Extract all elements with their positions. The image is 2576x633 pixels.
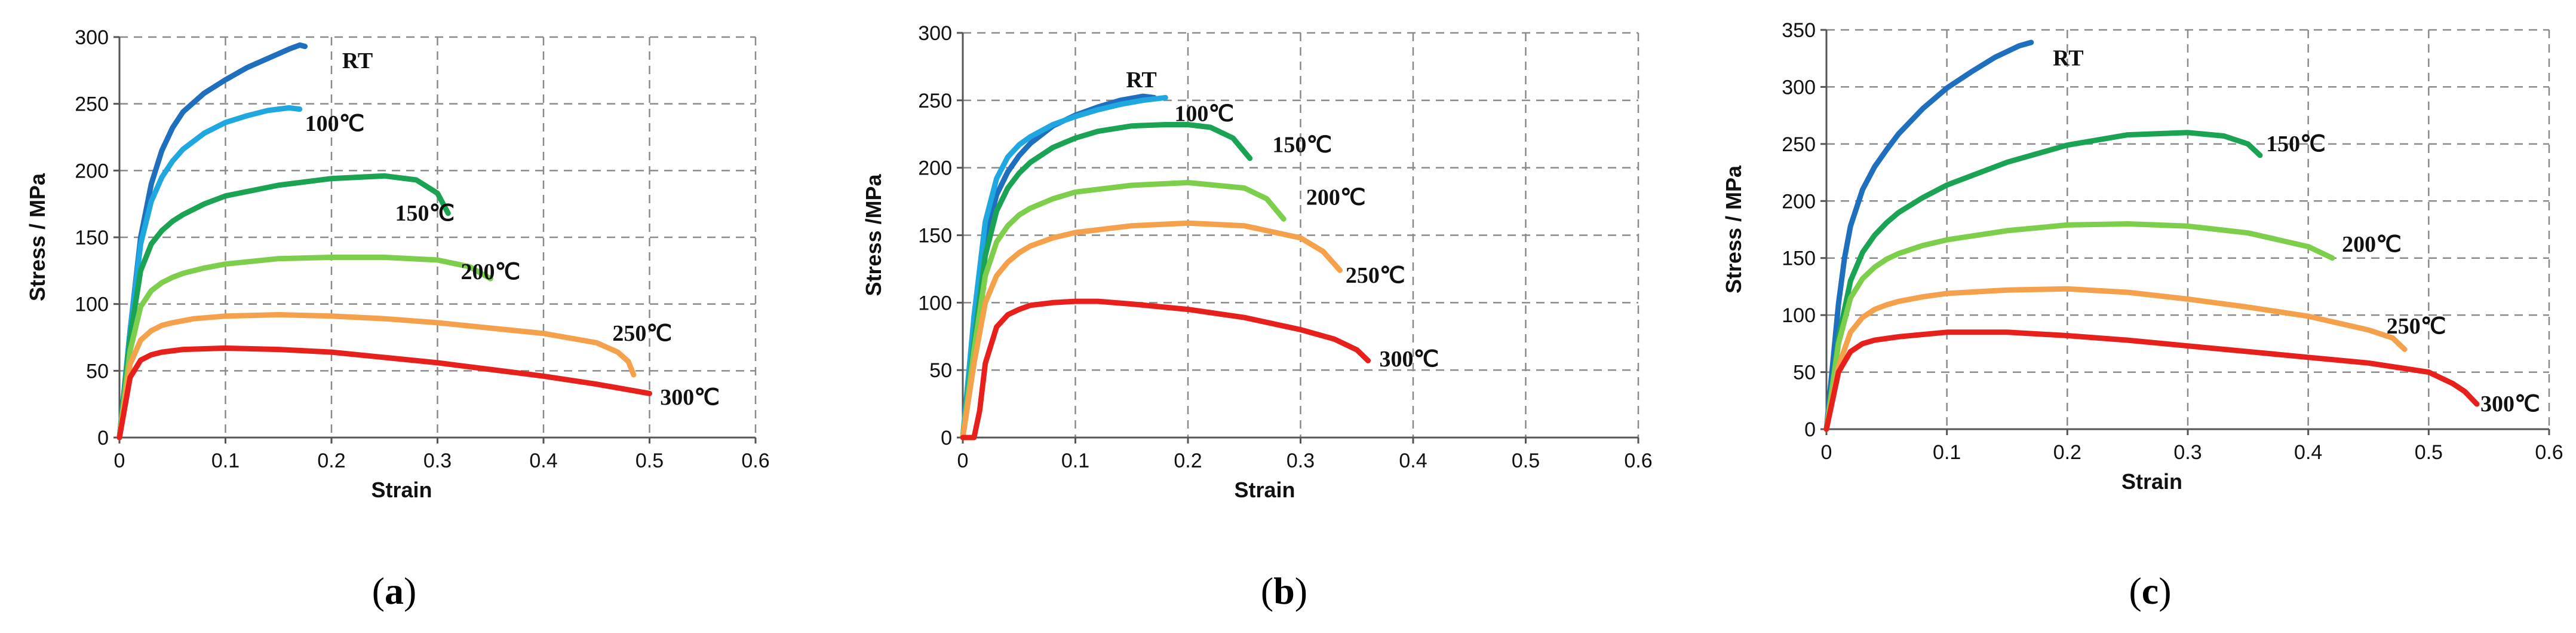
y-tick-label: 100 — [918, 292, 952, 314]
x-tick-label: 0.6 — [2535, 441, 2563, 464]
y-tick-label: 300 — [75, 26, 109, 49]
y-tick-label: 0 — [941, 427, 952, 449]
x-tick-label: 0.5 — [1512, 449, 1540, 472]
series-line-150c — [1823, 130, 2263, 432]
x-tick-label: 0.2 — [2053, 441, 2081, 464]
x-tick-label: 0.6 — [1624, 449, 1652, 472]
series-line-250c — [960, 220, 1343, 441]
y-tick-label: 250 — [918, 90, 952, 112]
series-line-rt — [1823, 39, 2034, 432]
y-axis-title: Stress / MPa — [1721, 165, 1746, 293]
series-label-300c: 300℃ — [2480, 392, 2540, 417]
y-tick-label: 150 — [75, 227, 109, 249]
panel-caption-a: (a) — [372, 570, 417, 612]
series-line-100c — [116, 105, 303, 441]
chart-svg-a: 0 0.1 0.2 0.3 0.4 0.5 0.6 0 50 100 150 200 250 300 Str… — [25, 26, 770, 612]
series-line-200c — [116, 255, 493, 441]
series-label-rt: RT — [1126, 68, 1156, 93]
x-tick-label: 0.3 — [1287, 449, 1315, 472]
x-tick-label: 0 — [1821, 441, 1832, 464]
series-line-100c — [960, 94, 1168, 441]
y-tick-label: 200 — [1782, 190, 1816, 213]
series-line-200c — [1823, 221, 2335, 432]
series-label-250c: 250℃ — [1346, 263, 1405, 288]
series-label-300c: 300℃ — [1379, 347, 1439, 372]
x-tick-label: 0.4 — [2294, 441, 2322, 464]
x-tick-label: 0.2 — [1174, 449, 1202, 472]
y-tick-label: 50 — [929, 359, 952, 382]
y-axis-title: Stress /MPa — [861, 173, 886, 296]
y-tick-label: 200 — [918, 157, 952, 180]
x-tick-label: 0.5 — [635, 449, 664, 472]
series-label-200c: 200℃ — [1306, 185, 1366, 210]
x-axis-title: Strain — [371, 478, 432, 502]
series-line-300c — [960, 298, 1371, 441]
chart-svg-b: 0 0.1 0.2 0.3 0.4 0.5 0.6 0 50 100 150 200 250 300 Str… — [861, 22, 1653, 612]
y-tick-label: 200 — [75, 160, 109, 182]
chart-panel-c: 0 0.1 0.2 0.3 0.4 0.5 0.6 0 50 100 150 200 250 300 350… — [1696, 0, 2576, 633]
series-line-250c — [116, 312, 637, 441]
y-tick-label: 100 — [1782, 304, 1816, 327]
series-line-200c — [960, 180, 1287, 441]
y-tick-label: 150 — [1782, 247, 1816, 270]
series-label-150c: 150℃ — [1272, 132, 1332, 157]
series-label-rt: RT — [342, 48, 373, 74]
y-tick-label: 350 — [1782, 19, 1816, 42]
series-label-150c: 150℃ — [2266, 132, 2326, 157]
x-tick-label: 0.2 — [317, 449, 345, 472]
series-line-150c — [116, 173, 451, 441]
y-tick-label: 50 — [86, 360, 109, 383]
y-tick-label: 250 — [1782, 133, 1816, 156]
panel-caption-c: (c) — [2129, 570, 2171, 612]
y-tick-label: 300 — [918, 22, 952, 45]
y-tick-label: 250 — [75, 93, 109, 116]
panel-caption-b: (b) — [1261, 570, 1307, 612]
series-label-rt: RT — [2053, 46, 2083, 71]
series-line-300c — [1823, 329, 2480, 432]
y-tick-label: 0 — [97, 427, 109, 449]
y-tick-label: 100 — [75, 293, 109, 316]
x-tick-label: 0.3 — [2173, 441, 2202, 464]
series-label-200c: 200℃ — [2342, 232, 2402, 257]
chart-panel-b: 0 0.1 0.2 0.3 0.4 0.5 0.6 0 50 100 150 200 250 300 Str… — [836, 0, 1660, 633]
chart-panel-a: 0 0.1 0.2 0.3 0.4 0.5 0.6 0 50 100 150 200 250 300 Str… — [0, 0, 812, 633]
x-tick-label: 0.4 — [1399, 449, 1427, 472]
series-label-300c: 300℃ — [660, 385, 720, 410]
series-label-100c: 100℃ — [305, 111, 365, 136]
x-tick-label: 0 — [957, 449, 969, 472]
x-tick-label: 0.1 — [211, 449, 240, 472]
x-axis-title: Strain — [2121, 469, 2182, 494]
series-label-250c: 250℃ — [2387, 314, 2446, 339]
series-line-150c — [960, 122, 1253, 441]
x-tick-label: 0 — [114, 449, 125, 472]
series-label-150c: 150℃ — [395, 201, 455, 226]
y-tick-label: 50 — [1793, 362, 1816, 384]
x-tick-label: 0.6 — [741, 449, 769, 472]
x-tick-label: 0.3 — [423, 449, 452, 472]
y-tick-label: 150 — [918, 225, 952, 247]
x-axis-title: Strain — [1234, 478, 1295, 502]
series-line-300c — [116, 345, 652, 441]
series-label-200c: 200℃ — [461, 259, 521, 285]
chart-svg-c: 0 0.1 0.2 0.3 0.4 0.5 0.6 0 50 100 150 200 250 300 350… — [1721, 19, 2563, 612]
x-tick-label: 0.4 — [529, 449, 557, 472]
y-tick-label: 0 — [1804, 418, 1816, 441]
x-tick-label: 0.1 — [1061, 449, 1089, 472]
series-line-250c — [1823, 286, 2408, 432]
x-tick-label: 0.5 — [2415, 441, 2443, 464]
y-tick-label: 300 — [1782, 76, 1816, 99]
y-axis-title: Stress / MPa — [25, 173, 50, 301]
series-label-250c: 250℃ — [612, 321, 672, 346]
x-tick-label: 0.1 — [1933, 441, 1961, 464]
